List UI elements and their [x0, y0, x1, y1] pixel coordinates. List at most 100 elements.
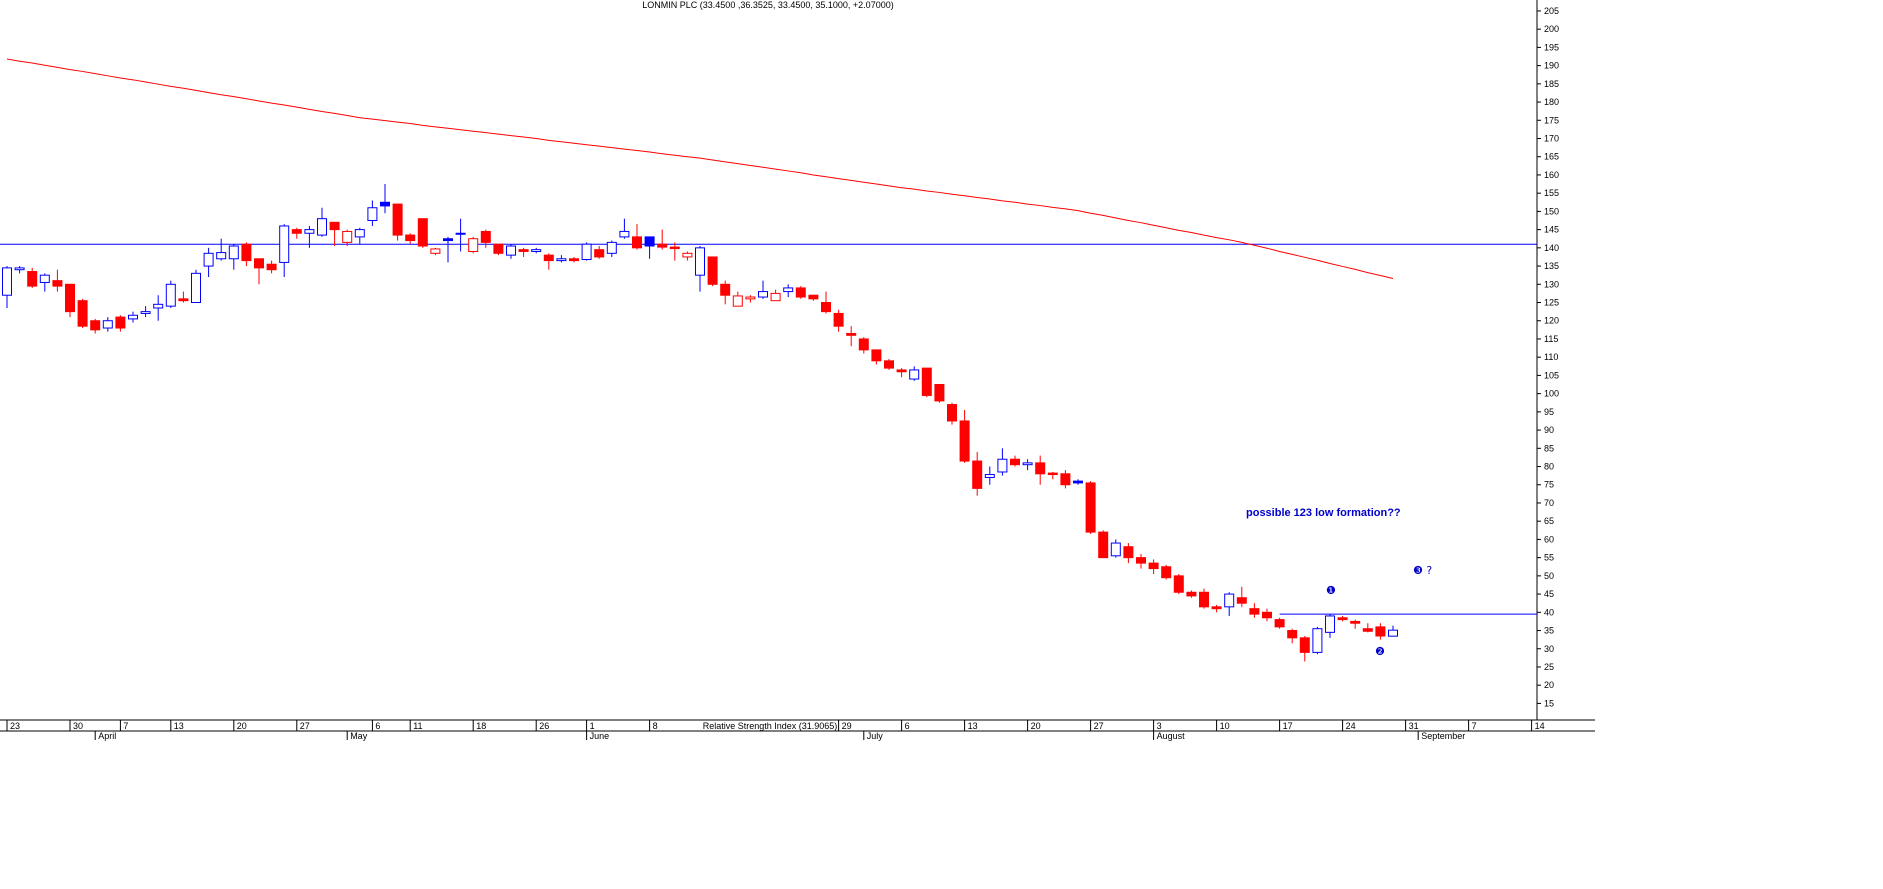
candle-body — [556, 258, 567, 262]
candle-body — [858, 338, 869, 351]
y-tick-label: 195 — [1544, 42, 1559, 52]
candle-body — [304, 229, 315, 234]
candle-body — [1148, 562, 1159, 570]
candle-body — [493, 243, 504, 254]
moving-average — [6, 58, 1394, 279]
candle-body — [279, 225, 290, 263]
x-tick-label: 7 — [1472, 721, 1477, 731]
y-tick-label: 105 — [1544, 370, 1559, 380]
candle-body — [606, 241, 617, 254]
x-tick-label: 13 — [174, 721, 184, 731]
candle-body — [581, 243, 592, 261]
candle-body — [959, 420, 970, 462]
candle-body — [1236, 597, 1247, 604]
y-tick-label: 145 — [1544, 225, 1559, 235]
candle-body — [1287, 630, 1298, 639]
candle-body — [972, 460, 983, 489]
y-tick-label: 20 — [1544, 680, 1554, 690]
candle-body — [1186, 591, 1197, 597]
candle-body — [128, 314, 138, 320]
chart-title: LONMIN PLC (33.4500 ,36.3525, 33.4500, 3… — [642, 0, 893, 10]
y-tick-label: 60 — [1544, 534, 1554, 544]
x-tick-label: 24 — [1346, 721, 1356, 731]
candle-body — [795, 287, 806, 298]
x-tick-label: 20 — [237, 721, 247, 731]
y-tick-label: 55 — [1544, 553, 1554, 563]
x-tick-label: 1 — [590, 721, 595, 731]
month-label: July — [867, 731, 884, 741]
candle-body — [392, 203, 403, 236]
month-label: September — [1421, 731, 1465, 741]
candle-body — [77, 300, 88, 327]
candle-body — [178, 298, 189, 302]
candle-body — [52, 280, 63, 287]
candle-body — [228, 245, 239, 260]
y-tick-label: 70 — [1544, 498, 1554, 508]
x-tick-label: 6 — [375, 721, 380, 731]
y-tick-label: 30 — [1544, 644, 1554, 654]
candle-body — [783, 287, 794, 293]
x-tick-label: 30 — [73, 721, 83, 731]
candle-body — [934, 384, 945, 402]
y-tick-label: 205 — [1544, 6, 1559, 16]
y-tick-label: 125 — [1544, 298, 1559, 308]
x-tick-label: 13 — [968, 721, 978, 731]
x-tick-label: 27 — [300, 721, 310, 731]
candle-body — [732, 295, 743, 307]
candle-body — [1123, 546, 1134, 559]
candle-body — [480, 230, 491, 243]
y-tick-label: 90 — [1544, 425, 1554, 435]
candle-body — [165, 283, 176, 307]
month-label: June — [590, 731, 610, 741]
candle-body — [1224, 593, 1235, 608]
y-tick-label: 65 — [1544, 516, 1554, 526]
candle-body — [1098, 531, 1109, 559]
y-tick-label: 50 — [1544, 571, 1554, 581]
y-tick-label: 190 — [1544, 61, 1559, 71]
candle-body — [1010, 458, 1020, 466]
candle-body — [707, 256, 718, 285]
x-tick-label: 29 — [842, 721, 852, 731]
candle-body — [506, 245, 516, 256]
candle-body — [808, 294, 819, 300]
candle-body — [2, 267, 12, 296]
candle-body — [1211, 606, 1222, 610]
candle-body — [216, 252, 227, 260]
candle-body — [657, 243, 668, 248]
x-tick-label: 10 — [1220, 721, 1230, 731]
candle-body — [543, 254, 554, 262]
candle-body — [468, 238, 479, 252]
candle-body — [1110, 542, 1121, 557]
candle-body — [405, 234, 416, 242]
y-tick-label: 25 — [1544, 662, 1554, 672]
candle-body — [758, 291, 768, 298]
x-tick-label: 31 — [1409, 721, 1419, 731]
candle-body — [833, 312, 844, 327]
candle-body — [1047, 472, 1058, 476]
candle-body — [884, 360, 894, 369]
candle-body — [569, 258, 579, 262]
candle-body — [1362, 628, 1373, 632]
candle-body — [1350, 620, 1361, 624]
candle-body — [1325, 615, 1335, 633]
candle-body — [947, 404, 957, 422]
annotation: possible 123 low formation?? — [1246, 507, 1401, 519]
candle-body — [417, 218, 428, 247]
candle-body — [1035, 462, 1046, 475]
candle-body — [846, 332, 857, 336]
candle-body — [1262, 611, 1272, 619]
y-tick-label: 130 — [1544, 279, 1559, 289]
candle-body — [644, 236, 655, 247]
candle-body — [191, 272, 201, 304]
candle-body — [1299, 637, 1310, 653]
candle-body — [1022, 462, 1033, 466]
y-tick-label: 115 — [1544, 334, 1558, 344]
candle-body — [342, 230, 353, 243]
y-tick-label: 155 — [1544, 188, 1559, 198]
candle-body — [65, 283, 75, 313]
candle-body — [682, 252, 693, 258]
candle-body — [1337, 617, 1348, 621]
candle-body — [984, 474, 995, 478]
y-tick-label: 45 — [1544, 589, 1554, 599]
candle-body — [821, 302, 831, 313]
